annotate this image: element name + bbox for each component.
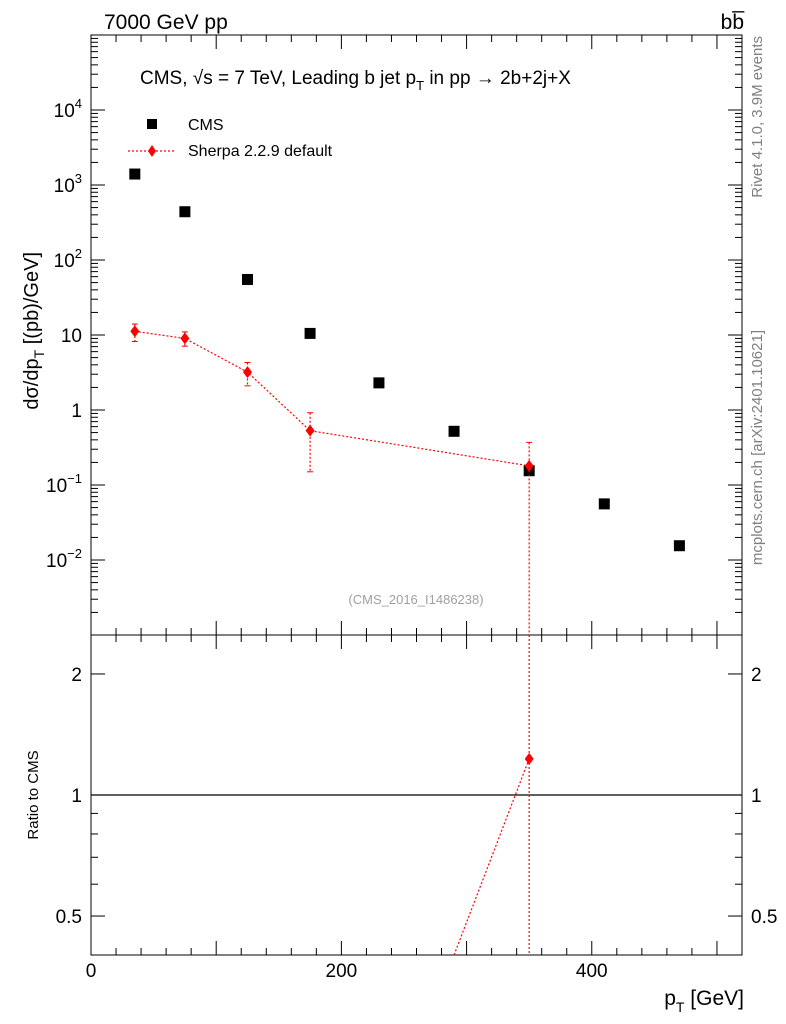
sherpa-data-point <box>180 332 190 345</box>
cms-data-point <box>373 377 385 389</box>
ratio-ticks <box>90 635 743 956</box>
x-tick-label: 0 <box>86 961 97 982</box>
x-tick-label: 400 <box>576 961 608 982</box>
main-y-tick-label: 10−1 <box>46 471 82 497</box>
main-y-tick-label: 102 <box>54 246 82 272</box>
process-label: bb̅ <box>721 11 746 34</box>
chart-title: CMS, √s = 7 TeV, Leading b jet pT in pp … <box>140 68 571 93</box>
main-y-tick-label: 10 <box>61 326 82 347</box>
cms-data-point <box>179 206 191 218</box>
ratio-series <box>91 635 742 956</box>
legend: CMS Sherpa 2.2.9 default <box>128 117 333 160</box>
ratio-y-tick-label-left: 0.5 <box>56 907 82 928</box>
sherpa-data-point <box>242 366 252 379</box>
ratio-y-axis-label: Ratio to CMS <box>25 750 42 839</box>
ratio-panel: 2 2 1 1 0.5 0.5 0 200 400 Ratio to CMS pT [GeV] <box>25 634 778 1015</box>
main-y-tick-label: 103 <box>54 171 82 197</box>
ratio-line <box>453 758 530 956</box>
sherpa-data-point <box>130 325 140 338</box>
analysis-reference: (CMS_2016_I1486238) <box>348 592 483 607</box>
cms-data-point <box>448 425 460 437</box>
x-axis-label: pT [GeV] <box>664 987 744 1015</box>
main-ticks <box>90 35 743 636</box>
ratio-data-point <box>524 752 534 765</box>
main-y-axis-label: dσ/dpT [(pb)/GeV] <box>21 252 47 410</box>
main-y-tick-label: 1 <box>71 401 82 422</box>
cms-data-point <box>673 540 685 552</box>
sherpa-line <box>134 330 530 467</box>
energy-label: 7000 GeV pp <box>104 11 228 34</box>
legend-mc-label: Sherpa 2.2.9 default <box>188 143 333 160</box>
legend-cms-label: CMS <box>188 117 224 134</box>
ratio-y-tick-label-right: 1 <box>751 786 762 807</box>
cms-data-point <box>304 327 316 339</box>
ratio-tick-labels: 2 2 1 1 0.5 0.5 0 200 400 <box>56 665 778 982</box>
cms-data-point <box>598 498 610 510</box>
cms-data-point <box>129 168 141 180</box>
cms-data-point <box>241 273 253 285</box>
ratio-y-tick-label-right: 0.5 <box>751 907 777 928</box>
legend-cms-marker <box>147 119 157 129</box>
sherpa-data-point <box>305 424 315 437</box>
ratio-y-tick-label-left: 2 <box>71 665 82 686</box>
main-series <box>129 168 685 635</box>
sqrt-symbol: √ <box>193 68 204 89</box>
sherpa-data-point <box>524 459 534 472</box>
mcplots-label: mcplots.cern.ch [arXiv:2401.10621] <box>749 330 766 565</box>
ratio-y-tick-label-left: 1 <box>71 786 82 807</box>
x-tick-label: 200 <box>326 961 358 982</box>
main-y-tick-label: 104 <box>54 96 82 122</box>
rivet-label: Rivet 4.1.0, 3.9M events <box>749 36 766 198</box>
main-y-tick-label: 10−2 <box>46 546 82 572</box>
ratio-y-tick-label-right: 2 <box>751 665 762 686</box>
legend-mc-marker <box>148 145 156 157</box>
